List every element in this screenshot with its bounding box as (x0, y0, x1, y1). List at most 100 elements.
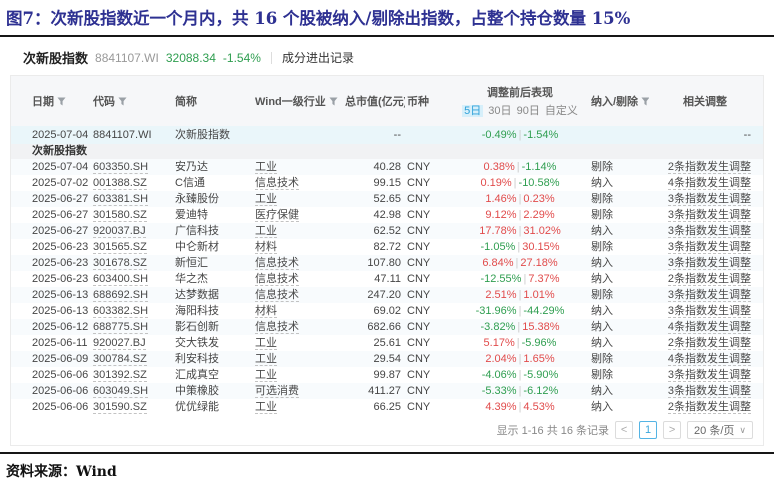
stock-code-link[interactable]: 301590.SZ (93, 401, 147, 414)
industry-link[interactable]: 工业 (255, 401, 277, 414)
perf-tab-custom[interactable]: 自定义 (544, 105, 578, 117)
row-name: 次新股指数 (175, 129, 230, 141)
market-cap-cell: 69.02 (373, 305, 401, 317)
header-date[interactable]: 日期 (11, 93, 91, 109)
perf-tab-30d[interactable]: 30日 (488, 105, 512, 117)
related-adjustment-link[interactable]: 3条指数发生调整 (667, 225, 751, 238)
related-adjustment-link[interactable]: 3条指数发生调整 (667, 369, 751, 382)
stock-code-link[interactable]: 603381.SH (93, 193, 149, 206)
stock-code-link[interactable]: 301678.SZ (93, 257, 147, 270)
industry-link[interactable]: 工业 (255, 225, 277, 238)
related-adjustment-link[interactable]: 3条指数发生调整 (667, 385, 751, 398)
industry-link[interactable]: 工业 (255, 337, 277, 350)
row-date: 2025-06-12 (32, 321, 89, 333)
currency-cell: CNY (407, 193, 431, 205)
industry-link[interactable]: 工业 (255, 193, 277, 206)
industry-link[interactable]: 信息技术 (255, 321, 299, 334)
stock-code-link[interactable]: 603049.SH (93, 385, 149, 398)
related-adjustment-link[interactable]: 3条指数发生调整 (667, 241, 751, 254)
inclusion-cell: 纳入 (591, 177, 613, 189)
stock-code-link[interactable]: 301580.SZ (93, 209, 147, 222)
stock-code-link[interactable]: 603382.SH (93, 305, 149, 318)
performance-cell: 1.46% | 0.23% (451, 191, 589, 207)
related-adjustment-link[interactable]: 2条指数发生调整 (667, 161, 751, 174)
related-adjustment-link[interactable]: 3条指数发生调整 (667, 305, 751, 318)
header-inclusion[interactable]: 纳入/剔除 (589, 93, 649, 109)
related-adjustment-link[interactable]: 3条指数发生调整 (667, 193, 751, 206)
stock-code-cell: 301678.SZ (91, 255, 173, 271)
table-row: 2025-06-06 301392.SZ 汇成真空 工业 99.87 CNY -4.06% |… (11, 367, 763, 383)
industry-link[interactable]: 材料 (255, 241, 277, 254)
page-number-button[interactable]: 1 (639, 421, 658, 439)
stock-code-link[interactable]: 688775.SH (93, 321, 149, 334)
header-currency: 币种 (405, 93, 451, 109)
industry-link[interactable]: 工业 (255, 369, 277, 382)
related-adjustment-link[interactable]: 2条指数发生调整 (667, 273, 751, 286)
stock-code-link[interactable]: 603400.SH (93, 273, 149, 286)
performance-cell: -5.33% | -6.12% (451, 383, 589, 399)
stock-code-link[interactable]: 920027.BJ (93, 337, 146, 350)
page-size-select[interactable]: 20 条/页 ∨ (687, 421, 753, 439)
perf-30d-value: 15.38% (522, 321, 560, 333)
stock-code-link[interactable]: 920037.BJ (93, 225, 146, 238)
related-adjustment-link[interactable]: 4条指数发生调整 (667, 321, 751, 334)
industry-link[interactable]: 医疗保健 (255, 209, 299, 222)
table-row: 2025-06-06 301590.SZ 优优绿能 工业 66.25 CNY 4.39% | 4… (11, 399, 763, 415)
row-date: 2025-06-06 (32, 369, 89, 381)
industry-cell: 信息技术 (253, 287, 343, 303)
row-date: 2025-06-11 (32, 337, 88, 349)
row-date: 2025-06-27 (32, 225, 89, 237)
related-adjustment-link[interactable]: 2条指数发生调整 (667, 337, 751, 350)
header-date-label: 日期 (32, 96, 54, 108)
header-inclusion-label: 纳入/剔除 (591, 96, 639, 108)
related-adjustment-link[interactable]: 3条指数发生调整 (667, 257, 751, 270)
industry-link[interactable]: 可选消费 (255, 385, 299, 398)
market-cap-cell: 99.15 (373, 177, 401, 189)
stock-name: 优优绿能 (175, 401, 219, 413)
next-page-button[interactable]: > (663, 421, 682, 439)
stock-code-link[interactable]: 688692.SH (93, 289, 149, 302)
market-cap-cell: 411.27 (368, 385, 401, 397)
perf-30d-value: -5.96% (521, 337, 557, 349)
stock-code-link[interactable]: 001388.SZ (93, 177, 147, 190)
related-adjustment-link[interactable]: 4条指数发生调整 (667, 177, 751, 190)
prev-page-button[interactable]: < (615, 421, 634, 439)
perf-30d-value: -44.29% (523, 305, 565, 317)
stock-name: 华之杰 (175, 273, 208, 285)
industry-link[interactable]: 材料 (255, 305, 277, 318)
inclusion-cell: 纳入 (591, 337, 613, 349)
industry-link[interactable]: 信息技术 (255, 273, 299, 286)
perf-tab-5d[interactable]: 5日 (462, 105, 484, 117)
stock-code-link[interactable]: 301392.SZ (93, 369, 147, 382)
stock-code-cell: 001388.SZ (91, 175, 173, 191)
currency-cell: CNY (407, 257, 431, 269)
related-adjustment-cell: 3条指数发生调整 (649, 367, 761, 383)
industry-cell: 信息技术 (253, 271, 343, 287)
related-adjustment-link[interactable]: 2条指数发生调整 (667, 401, 751, 414)
related-adjustment-link[interactable]: 3条指数发生调整 (667, 289, 751, 302)
perf-separator: | (523, 273, 527, 285)
perf-5d-value: -0.49% (481, 129, 517, 141)
header-related-label: 相关调整 (683, 96, 727, 108)
industry-link[interactable]: 信息技术 (255, 177, 299, 190)
perf-tab-90d[interactable]: 90日 (516, 105, 540, 117)
related-adjustment-link[interactable]: 3条指数发生调整 (667, 209, 751, 222)
perf-30d-value: -5.90% (523, 369, 559, 381)
row-date: 2025-06-23 (32, 241, 89, 253)
industry-link[interactable]: 工业 (255, 161, 277, 174)
perf-5d-value: 0.38% (483, 161, 515, 173)
stock-code-link[interactable]: 301565.SZ (93, 241, 147, 254)
header-code[interactable]: 代码 (91, 93, 173, 109)
inclusion-cell: 剔除 (591, 241, 613, 253)
tab-constituent-records[interactable]: 成分进出记录 (281, 51, 354, 65)
stock-code-link[interactable]: 603350.SH (93, 161, 149, 174)
stock-code-link[interactable]: 300784.SZ (93, 353, 147, 366)
row-date: 2025-06-13 (32, 289, 89, 301)
industry-link[interactable]: 工业 (255, 353, 277, 366)
industry-cell: 工业 (253, 367, 343, 383)
industry-link[interactable]: 信息技术 (255, 257, 299, 270)
related-adjustment-link[interactable]: 4条指数发生调整 (667, 353, 751, 366)
header-industry[interactable]: Wind一级行业 (253, 93, 343, 109)
industry-link[interactable]: 信息技术 (255, 289, 299, 302)
wind-widget: 次新股指数 8841107.WI 32088.34 -1.54% 成分进出记录 … (0, 37, 774, 446)
